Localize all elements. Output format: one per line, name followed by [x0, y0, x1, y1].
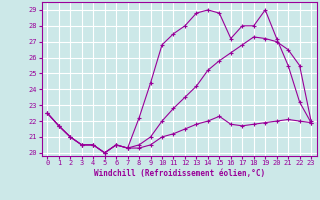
X-axis label: Windchill (Refroidissement éolien,°C): Windchill (Refroidissement éolien,°C)	[94, 169, 265, 178]
